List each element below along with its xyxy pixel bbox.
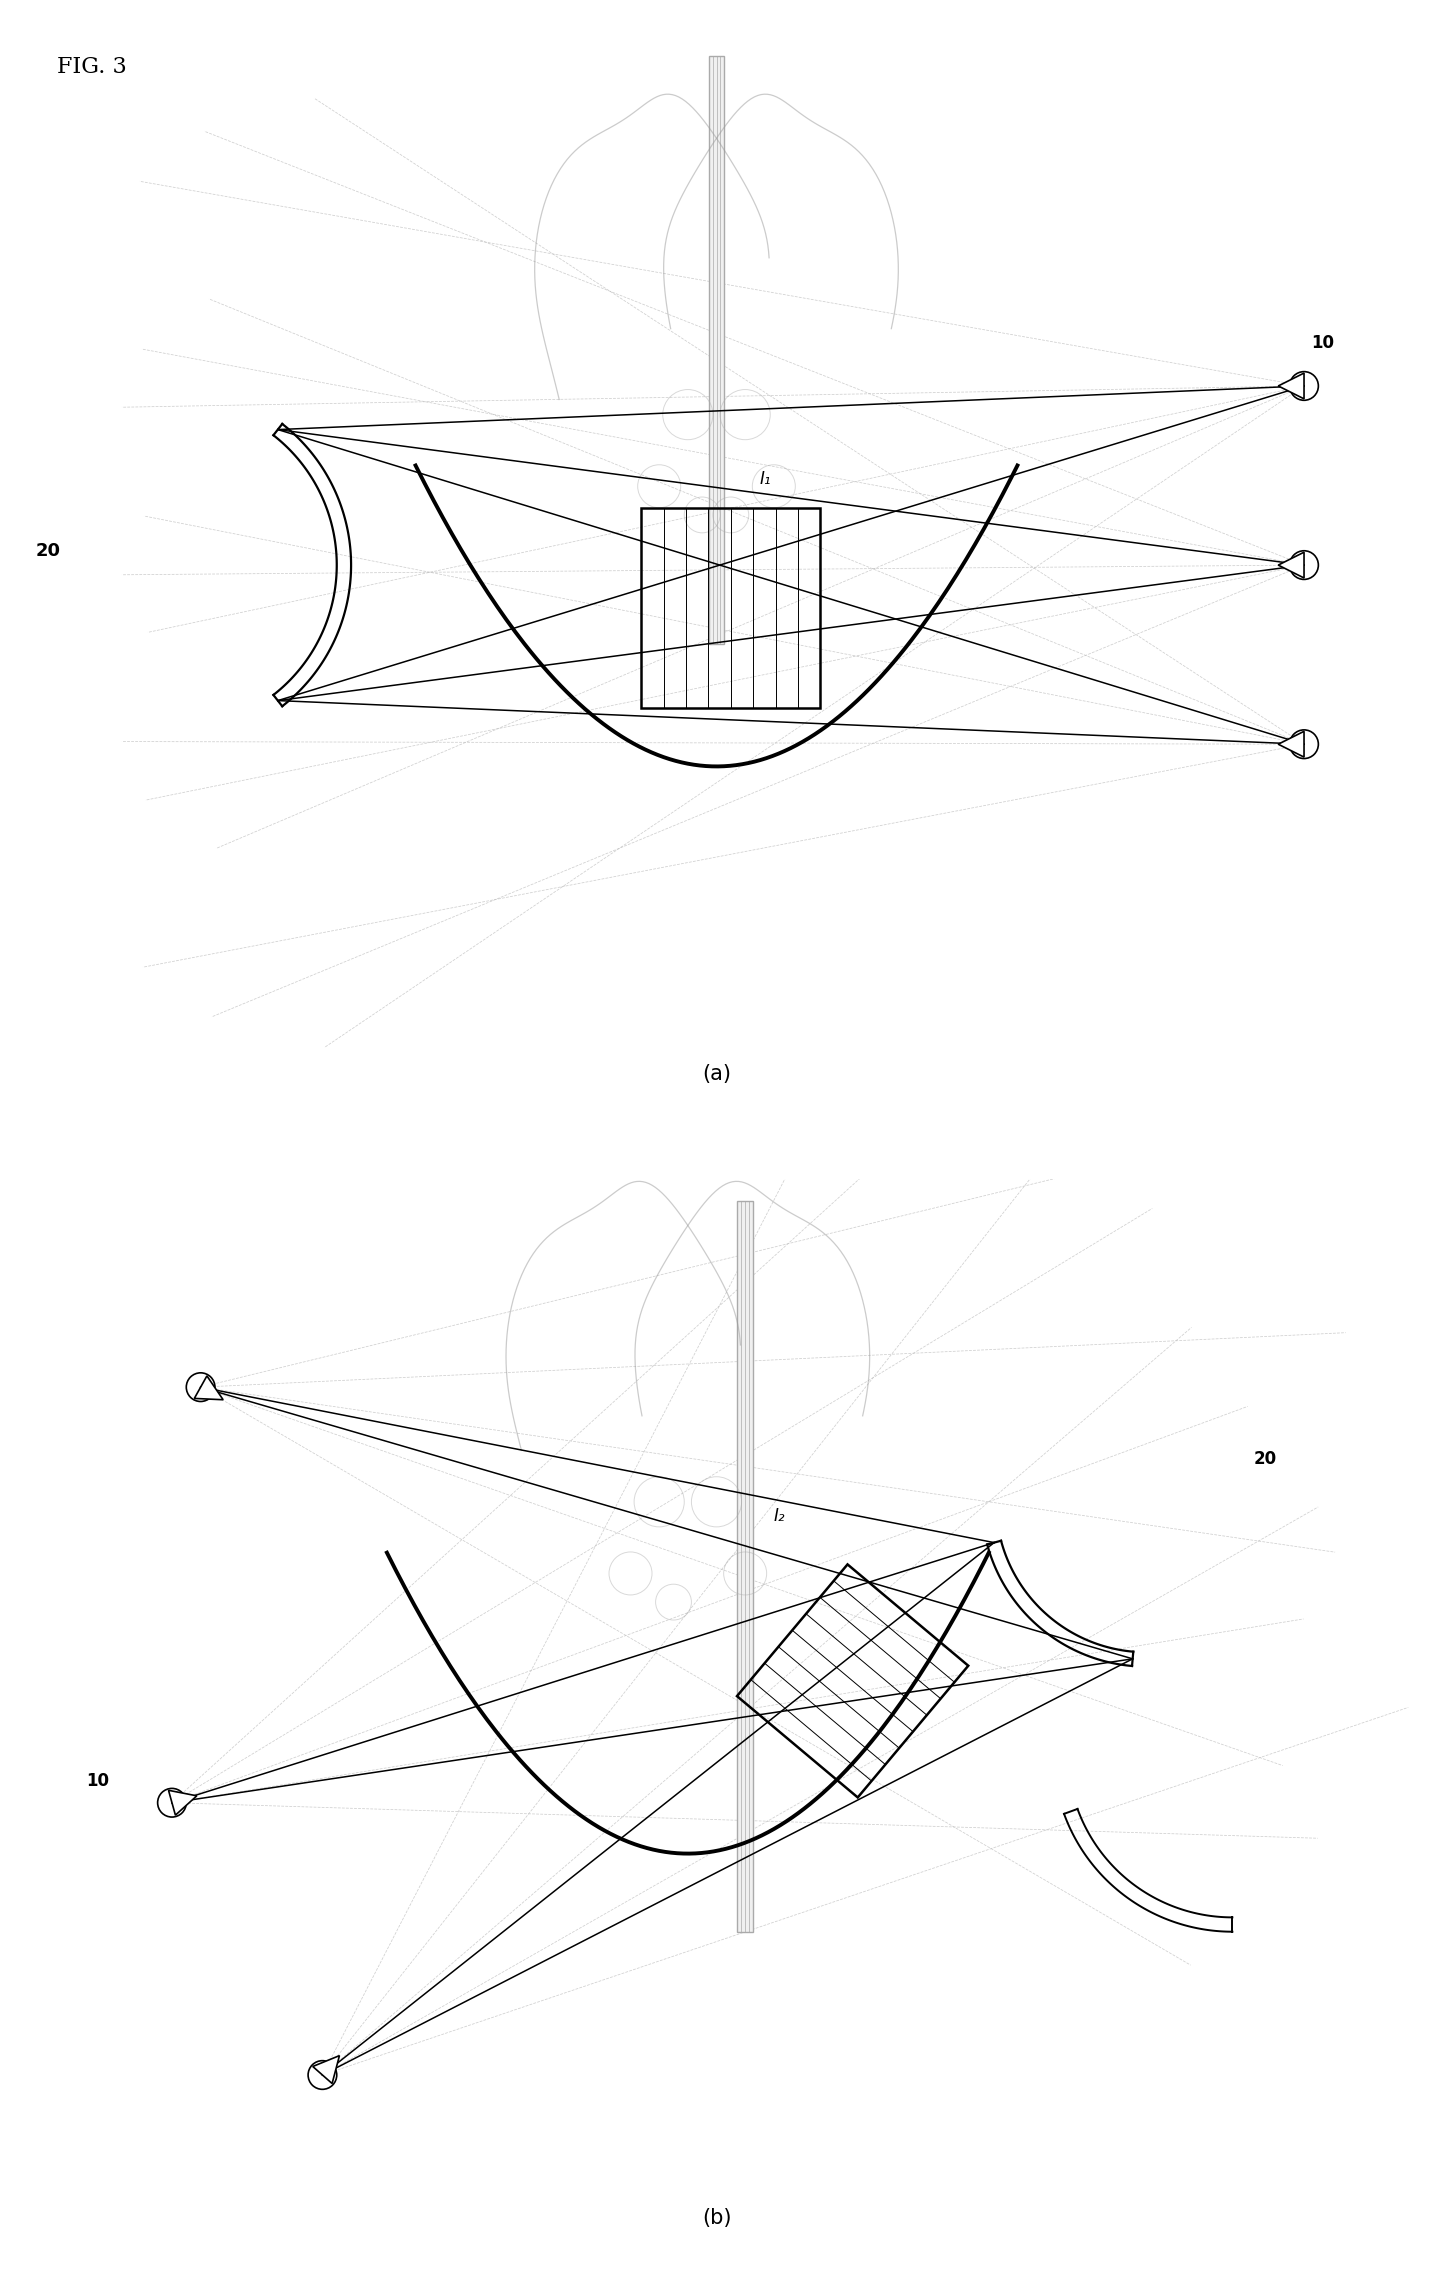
Polygon shape [1278, 373, 1304, 398]
Text: (b): (b) [702, 2209, 731, 2227]
Text: (a): (a) [702, 1064, 731, 1083]
Text: 10: 10 [1311, 334, 1334, 353]
Polygon shape [1278, 552, 1304, 579]
Text: I₁: I₁ [759, 469, 771, 488]
Text: FIG. 3: FIG. 3 [57, 57, 128, 78]
Bar [737, 1202, 754, 1932]
Text: I₂: I₂ [774, 1506, 785, 1524]
Polygon shape [195, 1376, 224, 1401]
Bar [708, 57, 725, 643]
Text: 20: 20 [36, 542, 60, 561]
Polygon shape [1278, 730, 1304, 758]
Text: 10: 10 [86, 1772, 109, 1790]
Text: 20: 20 [1254, 1449, 1277, 1467]
Polygon shape [312, 2056, 340, 2083]
Polygon shape [169, 1790, 196, 1815]
